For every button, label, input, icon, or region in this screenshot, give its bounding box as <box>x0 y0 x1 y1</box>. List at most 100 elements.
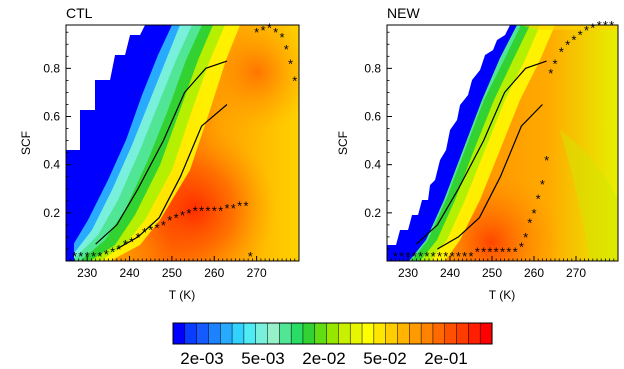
new-markers: * * * * * * * * * * * * * * * * * * * * ********** * * * * * * * * <box>393 18 614 264</box>
colorbar-swatches <box>172 322 493 345</box>
new-asterisk-marker: * <box>481 244 486 259</box>
new-x-tick-label: 230 <box>398 266 418 280</box>
ctl-median-line-2 <box>116 104 228 250</box>
new-x-tick-label: 240 <box>440 266 460 280</box>
ctl-asterisk-marker: * <box>292 73 297 88</box>
ctl-axis-ticks: 230 240 250 260 270 0.2 0.4 0.6 0.8 <box>43 31 296 280</box>
ctl-markers: * * * * * * * * * * * * * * * * * * * * * * * * * * * *** * * * **** <box>72 20 297 264</box>
new-asterisk-marker: * <box>431 249 436 264</box>
ctl-asterisk-marker: * <box>288 57 293 72</box>
ctl-y-axis-title: SCF <box>19 131 33 155</box>
ctl-asterisk-marker: * <box>273 25 278 40</box>
new-asterisk-marker: * <box>494 244 499 259</box>
ctl-asterisk-marker: * <box>248 249 253 264</box>
ctl-asterisk-marker: * <box>135 230 140 245</box>
colorbar-swatch <box>243 322 257 345</box>
colorbar-swatch <box>326 322 339 345</box>
colorbar-swatch <box>220 322 233 345</box>
colorbar-swatch <box>267 322 280 345</box>
ctl-asterisk-marker: * <box>104 247 109 262</box>
colorbar-label: 2e-01 <box>424 349 467 368</box>
new-x-tick-label: 250 <box>482 266 502 280</box>
new-asterisk-marker: * <box>393 249 398 264</box>
new-y-tick-label: 0.8 <box>364 61 381 75</box>
colorbar-swatch <box>255 322 269 345</box>
ctl-asterisk-marker: * <box>224 201 229 216</box>
ctl-asterisk-marker: * <box>110 244 115 259</box>
ctl-asterisk-marker: * <box>85 249 90 264</box>
ctl-title: CTL <box>66 5 93 21</box>
new-asterisk-marker: * <box>536 191 541 206</box>
ctl-y-tick-label: 0.6 <box>43 110 60 124</box>
new-asterisk-marker: * <box>468 249 473 264</box>
ctl-asterisk-marker: * <box>237 199 242 214</box>
colorbar-label: 2e-02 <box>302 349 345 368</box>
ctl-asterisk-marker: * <box>97 249 102 264</box>
new-asterisk-marker: * <box>424 249 429 264</box>
ctl-asterisk-marker: * <box>280 30 285 45</box>
ctl-asterisk-marker: * <box>199 203 204 218</box>
new-asterisk-marker: * <box>500 244 505 259</box>
ctl-median-lines <box>95 60 228 250</box>
ctl-asterisk-marker: * <box>167 213 172 228</box>
colorbar-swatch <box>349 322 363 345</box>
colorbar-swatch <box>290 322 304 345</box>
ctl-asterisk-marker: * <box>72 249 77 264</box>
new-asterisk-marker: * <box>506 244 511 259</box>
new-asterisk-marker: * <box>552 57 557 72</box>
colorbar-swatch <box>385 322 399 345</box>
new-asterisk-marker: * <box>603 18 608 33</box>
colorbar-swatch <box>456 322 469 345</box>
ctl-asterisk-marker: * <box>218 203 223 218</box>
new-x-axis-title: T (K) <box>489 288 515 302</box>
new-median-line-2 <box>437 104 543 250</box>
colorbar-swatch <box>420 322 434 345</box>
new-median-line-1 <box>415 60 547 245</box>
colorbar-swatch <box>397 322 410 345</box>
new-asterisk-marker: * <box>609 18 614 33</box>
ctl-heatmap <box>66 25 299 261</box>
ctl-asterisk-marker: * <box>155 220 160 235</box>
colorbar-swatch <box>479 322 493 345</box>
ctl-asterisk-marker: * <box>193 203 198 218</box>
ctl-y-tick-label: 0.4 <box>43 158 60 172</box>
new-y-axis-title: SCF <box>336 131 350 155</box>
new-asterisk-marker: * <box>450 249 455 264</box>
colorbar-label: 5e-03 <box>241 349 284 368</box>
colorbar-swatch <box>172 322 186 345</box>
ctl-x-axis-title: T (K) <box>169 288 195 302</box>
new-asterisk-marker: * <box>597 18 602 33</box>
ctl-asterisk-marker: * <box>116 242 121 257</box>
colorbar-swatch <box>444 322 458 345</box>
ctl-x-tick-label: 270 <box>247 266 267 280</box>
ctl-asterisk-marker: * <box>244 199 249 214</box>
colorbar-label: 5e-02 <box>363 349 406 368</box>
ctl-asterisk-marker: * <box>205 203 210 218</box>
ctl-x-tick-label: 250 <box>162 266 182 280</box>
new-asterisk-marker: * <box>475 244 480 259</box>
ctl-asterisk-marker: * <box>78 249 83 264</box>
new-asterisk-marker: * <box>456 249 461 264</box>
colorbar-labels: 2e-03 5e-03 2e-02 5e-02 2e-01 <box>180 349 467 368</box>
ctl-x-tick-label: 230 <box>77 266 97 280</box>
new-asterisk-marker: * <box>437 249 442 264</box>
new-asterisk-marker: * <box>412 249 417 264</box>
colorbar-swatch <box>302 322 316 345</box>
colorbar-swatch <box>468 322 481 345</box>
new-y-tick-label: 0.2 <box>364 206 381 220</box>
new-asterisk-marker: * <box>513 244 518 259</box>
colorbar-swatch <box>231 322 245 345</box>
ctl-asterisk-marker: * <box>186 206 191 221</box>
ctl-asterisk-marker: * <box>231 201 236 216</box>
colorbar-swatch <box>196 322 209 345</box>
colorbar-label: 2e-03 <box>180 349 223 368</box>
colorbar-swatch <box>314 322 328 345</box>
ctl-asterisk-marker: * <box>180 208 185 223</box>
new-x-tick-label: 260 <box>524 266 544 280</box>
ctl-asterisk-marker: * <box>142 225 147 240</box>
ctl-y-tick-label: 0.2 <box>43 206 60 220</box>
new-asterisk-marker: * <box>519 240 524 255</box>
colorbar-swatch <box>361 322 375 345</box>
new-asterisk-marker: * <box>559 44 564 59</box>
